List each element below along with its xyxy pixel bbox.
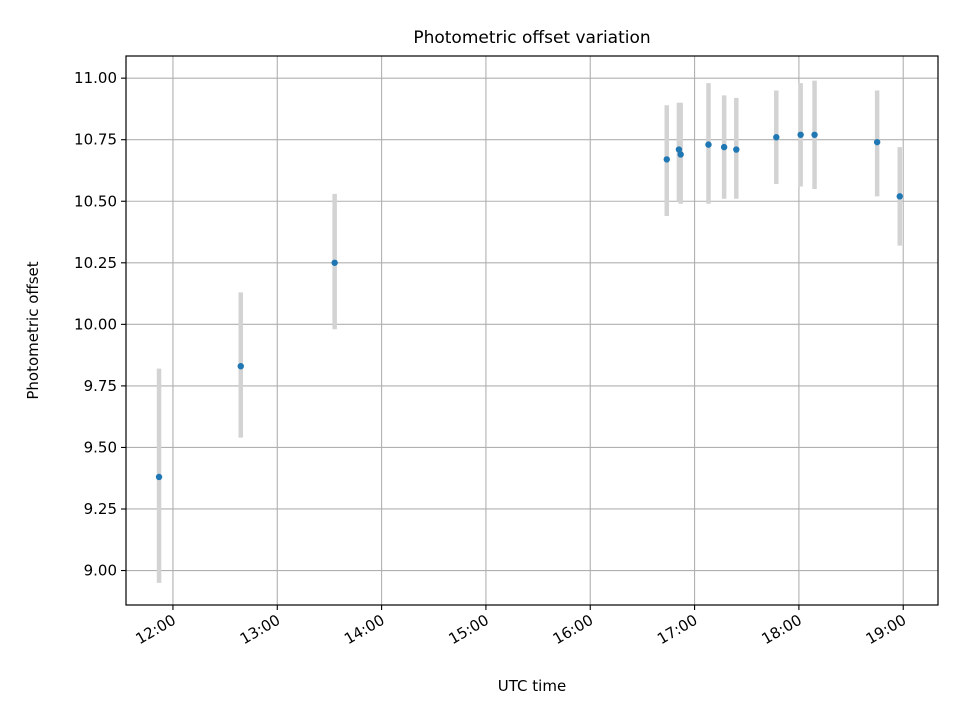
data-point: [720, 143, 728, 151]
y-tick-label: 9.50: [84, 438, 117, 456]
y-tick-label: 9.00: [84, 562, 117, 580]
point-layer: [155, 131, 903, 481]
data-point: [797, 131, 804, 138]
plot-area-frame: [125, 55, 939, 606]
chart-title: Photometric offset variation: [413, 28, 650, 48]
y-tick-label: 10.00: [74, 315, 117, 333]
data-point: [773, 134, 780, 141]
data-point: [155, 473, 163, 481]
y-tick-label: 9.75: [84, 377, 117, 395]
data-point: [896, 193, 903, 200]
data-point: [733, 146, 740, 153]
x-axis-label: UTC time: [498, 677, 566, 695]
grid-layer: [126, 56, 938, 605]
y-tick-label: 11.00: [74, 69, 117, 87]
y-axis-label: Photometric offset: [24, 261, 42, 399]
y-tick-label: 10.50: [74, 192, 117, 210]
data-point: [237, 362, 244, 370]
data-point: [331, 259, 338, 266]
data-point: [873, 138, 881, 146]
data-point: [663, 156, 670, 163]
data-point: [705, 141, 712, 148]
y-tick-label: 9.25: [84, 500, 117, 518]
y-tick-label: 10.75: [74, 131, 117, 149]
data-point: [675, 146, 683, 153]
y-tick-label: 10.25: [74, 254, 117, 272]
data-point: [811, 131, 818, 138]
data-point: [677, 151, 684, 158]
